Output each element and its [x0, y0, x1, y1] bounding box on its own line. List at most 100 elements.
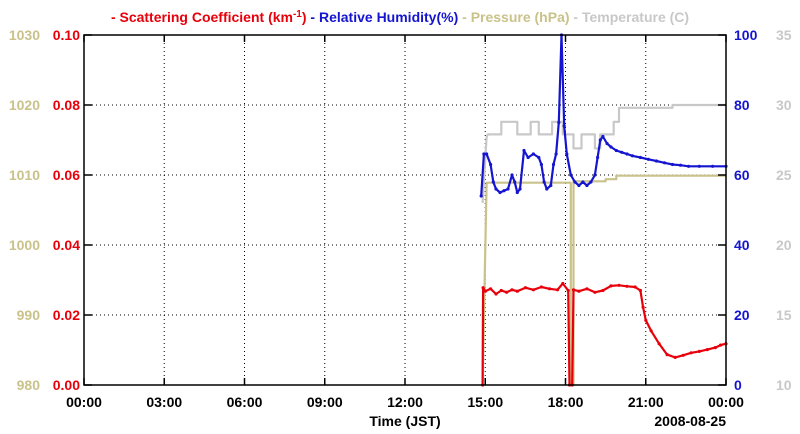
humidity-point: [562, 124, 566, 128]
scattering-series-line: [481, 282, 727, 387]
scattering-tick-label: 0.00: [53, 377, 80, 393]
humidity-point: [565, 152, 569, 156]
legend-item: - Temperature (C): [570, 9, 690, 25]
pressure-tick-label: 980: [17, 377, 41, 393]
humidity-point: [506, 187, 510, 191]
x-tick-label: 15:00: [467, 394, 503, 410]
humidity-point: [711, 164, 715, 168]
legend-title: - Scattering Coefficient (km-1) - Relati…: [111, 9, 689, 26]
humidity-point: [502, 189, 506, 193]
scattering-point: [510, 288, 514, 292]
humidity-point: [605, 141, 609, 146]
pressure-tick-label: 1000: [9, 237, 40, 253]
x-tick-label: 21:00: [628, 394, 664, 410]
scattering-point: [609, 284, 613, 288]
humidity-point: [573, 180, 577, 184]
humidity-point: [646, 157, 651, 161]
temperature-tick-label: 25: [776, 167, 792, 183]
scattering-tick-label: 0.10: [53, 27, 80, 43]
humidity-point: [596, 155, 600, 160]
x-tick-label: 03:00: [146, 394, 182, 410]
humidity-point: [670, 162, 675, 167]
humidity-point: [549, 183, 553, 188]
humidity-point: [593, 173, 597, 177]
humidity-point: [581, 180, 585, 184]
humidity-point: [513, 180, 517, 184]
scattering-point: [499, 288, 503, 293]
humidity-point: [557, 120, 561, 125]
x-tick-label: 18:00: [548, 394, 584, 410]
humidity-point: [589, 180, 593, 184]
x-tick-label: 12:00: [387, 394, 423, 410]
temperature-series-line: [481, 103, 726, 204]
scattering-point: [585, 287, 589, 291]
scattering-point: [561, 281, 565, 286]
scattering-point: [483, 289, 487, 293]
temperature-tick-label: 20: [776, 237, 792, 253]
legend-item: - Scattering Coefficient (km: [111, 9, 293, 25]
date-label: 2008-08-25: [654, 413, 726, 429]
humidity-point: [678, 163, 683, 167]
scattering-point: [571, 288, 576, 292]
humidity-point: [625, 152, 629, 156]
legend-superscript: -1: [293, 9, 302, 20]
humidity-point: [491, 180, 495, 184]
humidity-tick-label: 40: [734, 237, 750, 253]
scattering-point: [523, 286, 528, 290]
scattering-point: [531, 288, 536, 292]
scattering-point: [719, 343, 723, 347]
scattering-point: [665, 353, 669, 357]
scattering-point: [641, 305, 645, 309]
scattering-point: [633, 285, 637, 289]
scattering-point: [617, 283, 621, 287]
scattering-point: [577, 289, 581, 293]
temperature-tick-label: 10: [776, 377, 792, 393]
series-group: [479, 33, 728, 387]
pressure-tick-label: 1010: [9, 167, 40, 183]
humidity-series-line: [480, 33, 726, 197]
scattering-tick-label: 0.04: [53, 237, 80, 253]
scattering-point: [547, 287, 552, 291]
scattering-tick-label: 0.08: [53, 97, 80, 113]
humidity-point: [489, 162, 493, 167]
pressure-tick-label: 990: [17, 307, 41, 323]
humidity-point: [485, 152, 489, 156]
scattering-point: [649, 329, 653, 333]
pressure-series-line: [481, 174, 726, 387]
humidity-point: [526, 155, 530, 160]
humidity-point: [577, 183, 581, 188]
humidity-point: [620, 150, 624, 154]
humidity-point: [609, 145, 613, 149]
scattering-point: [625, 284, 629, 288]
scattering-point: [555, 288, 560, 292]
x-tick-label: 09:00: [307, 394, 343, 410]
humidity-point: [531, 152, 536, 156]
humidity-point: [515, 190, 519, 195]
scattering-point: [638, 288, 643, 293]
scattering-point: [481, 286, 485, 290]
humidity-point: [598, 138, 602, 142]
legend-item: - Relative Humidity(%): [307, 9, 459, 25]
humidity-point: [585, 183, 589, 188]
scattering-point: [697, 349, 701, 353]
humidity-tick-label: 80: [734, 97, 750, 113]
legend-item: - Pressure (hPa): [458, 9, 569, 25]
scattering-point: [644, 318, 648, 322]
humidity-point: [638, 155, 643, 160]
scattering-point: [689, 351, 693, 355]
scattering-point: [593, 290, 597, 294]
humidity-point: [545, 187, 549, 191]
humidity-point: [614, 148, 618, 153]
humidity-tick-label: 20: [734, 307, 750, 323]
scattering-point: [494, 292, 498, 296]
scattering-tick-label: 0.06: [53, 167, 80, 183]
humidity-point: [479, 194, 483, 198]
humidity-point: [518, 187, 522, 191]
humidity-point: [482, 152, 486, 156]
pressure-tick-label: 1020: [9, 97, 40, 113]
scattering-tick-label: 0.02: [53, 307, 80, 323]
scattering-point: [705, 348, 709, 352]
scattering-point: [539, 285, 544, 289]
scattering-point: [601, 288, 605, 293]
